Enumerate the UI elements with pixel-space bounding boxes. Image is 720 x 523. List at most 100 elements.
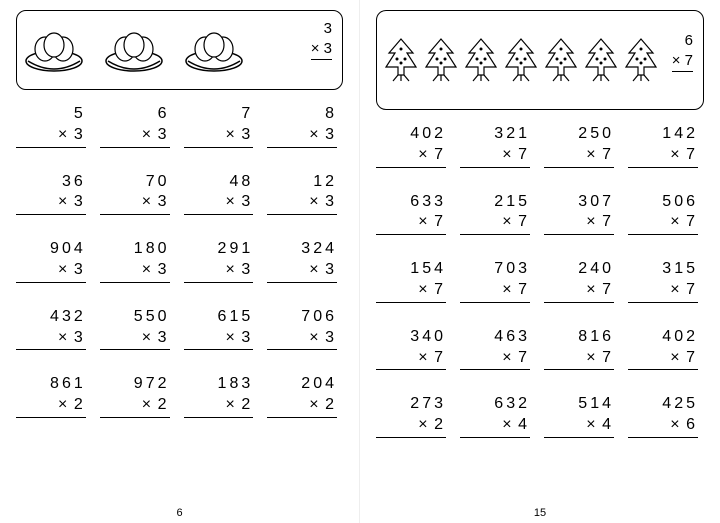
multiplier: 3	[100, 125, 170, 148]
multiplication-problem: 2507	[544, 124, 620, 168]
multiplication-problem: 2157	[460, 192, 536, 236]
multiplicand: 70	[100, 172, 170, 193]
multiplicand: 706	[267, 307, 337, 328]
nest-group	[23, 27, 336, 73]
multiplicand: 703	[460, 259, 530, 280]
multiplier: 4	[460, 415, 530, 438]
multiplication-problem: 9722	[100, 374, 176, 418]
multiplicand: 240	[544, 259, 614, 280]
multiplier: 7	[544, 280, 614, 303]
multiplication-problem: 83	[267, 104, 343, 148]
multiplication-problem: 2913	[184, 239, 260, 283]
multiplier: 7	[628, 145, 698, 168]
multiplier: 2	[100, 395, 170, 418]
tree-icon	[463, 37, 499, 83]
multiplicand: 154	[376, 259, 446, 280]
multiplication-problem: 1547	[376, 259, 452, 303]
multiplier: 7	[376, 212, 446, 235]
multiplication-problem: 1427	[628, 124, 704, 168]
multiplicand: 632	[460, 394, 530, 415]
multiplicand: 204	[267, 374, 337, 395]
multiplication-problem: 2732	[376, 394, 452, 438]
multiplicand: 425	[628, 394, 698, 415]
multiplicand: 273	[376, 394, 446, 415]
multiplication-problem: 7063	[267, 307, 343, 351]
multiplier: 7	[544, 212, 614, 235]
multiplier: 7	[628, 348, 698, 371]
multiplier: 2	[376, 415, 446, 438]
page-number-right: 15	[534, 507, 546, 519]
multiplication-problem: 3407	[376, 327, 452, 371]
multiplication-problem: 4637	[460, 327, 536, 371]
multiplier: 3	[184, 328, 254, 351]
multiplication-problem: 5144	[544, 394, 620, 438]
multiplier: 3	[16, 260, 86, 283]
multiplicand: 36	[16, 172, 86, 193]
multiplication-problem: 3157	[628, 259, 704, 303]
multiplier: 2	[267, 395, 337, 418]
multiplier: 3	[16, 125, 86, 148]
multiplier: 7	[376, 280, 446, 303]
example-top: 3	[311, 19, 332, 39]
multiplier: 3	[267, 125, 337, 148]
multiplication-problem: 4027	[628, 327, 704, 371]
multiplicand: 514	[544, 394, 614, 415]
multiplicand: 972	[100, 374, 170, 395]
multiplication-problem: 4256	[628, 394, 704, 438]
tree-icon	[543, 37, 579, 83]
left-page: 3 × 3 5363738336370348312390431803291332…	[0, 0, 360, 523]
multiplier: 3	[100, 328, 170, 351]
multiplication-problem: 6153	[184, 307, 260, 351]
multiplicand: 215	[460, 192, 530, 213]
multiplication-problem: 1832	[184, 374, 260, 418]
multiplicand: 7	[184, 104, 254, 125]
multiplicand: 5	[16, 104, 86, 125]
multiplication-problem: 4027	[376, 124, 452, 168]
multiplication-problem: 5503	[100, 307, 176, 351]
multiplicand: 183	[184, 374, 254, 395]
multiplicand: 816	[544, 327, 614, 348]
multiplier: 3	[16, 328, 86, 351]
multiplier: 7	[460, 212, 530, 235]
multiplication-problem: 123	[267, 172, 343, 216]
multiplicand: 324	[267, 239, 337, 260]
multiplicand: 402	[628, 327, 698, 348]
multiplication-problem: 9043	[16, 239, 92, 283]
multiplier: 3	[100, 260, 170, 283]
multiplicand: 615	[184, 307, 254, 328]
multiplicand: 8	[267, 104, 337, 125]
tree-icon	[583, 37, 619, 83]
example-problem-right: 6 × 7	[672, 31, 693, 74]
multiplier: 3	[184, 260, 254, 283]
multiplier: 7	[376, 145, 446, 168]
multiplicand: 48	[184, 172, 254, 193]
multiplier: 3	[100, 192, 170, 215]
multiplication-problem: 3077	[544, 192, 620, 236]
tree-icon	[503, 37, 539, 83]
multiplicand: 315	[628, 259, 698, 280]
multiplier: 7	[460, 145, 530, 168]
multiplicand: 633	[376, 192, 446, 213]
tree-group	[383, 37, 697, 83]
multiplication-problem: 1803	[100, 239, 176, 283]
multiplicand: 506	[628, 192, 698, 213]
multiplication-problem: 3243	[267, 239, 343, 283]
multiplication-problem: 5067	[628, 192, 704, 236]
multiplication-problem: 53	[16, 104, 92, 148]
tree-illustration-box: 6 × 7	[376, 10, 704, 110]
multiplicand: 12	[267, 172, 337, 193]
multiplier: 7	[544, 145, 614, 168]
multiplicand: 550	[100, 307, 170, 328]
example-bottom: × 3	[311, 39, 332, 61]
multiplication-problem: 63	[100, 104, 176, 148]
multiplicand: 861	[16, 374, 86, 395]
problem-grid-right: 4027321725071427633721573077506715477037…	[376, 124, 704, 438]
multiplier: 2	[184, 395, 254, 418]
multiplier: 4	[544, 415, 614, 438]
nest-illustration-box: 3 × 3	[16, 10, 343, 90]
example-problem-left: 3 × 3	[311, 19, 332, 62]
multiplicand: 340	[376, 327, 446, 348]
multiplication-problem: 7037	[460, 259, 536, 303]
multiplier: 7	[628, 280, 698, 303]
multiplication-problem: 73	[184, 104, 260, 148]
